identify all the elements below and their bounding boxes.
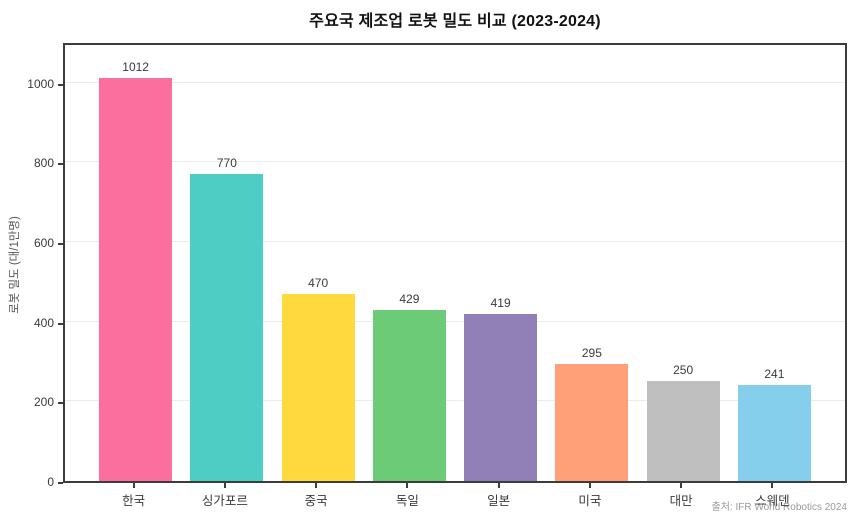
bar-value-label-중국: 470 — [308, 275, 329, 290]
bar-대만 — [646, 381, 720, 481]
x-tick-mark-미국 — [588, 483, 591, 488]
x-tick-mark-중국 — [315, 483, 318, 488]
x-tick-mark-대만 — [680, 483, 683, 488]
y-axis-label: 로봇 밀도 (대/1만명) — [9, 216, 21, 314]
x-tick-mark-한국 — [132, 483, 135, 488]
y-tick-mark-600 — [58, 243, 63, 246]
gridline-y400 — [65, 320, 845, 322]
x-tick-mark-스웨덴 — [771, 483, 774, 488]
y-tick-label-400: 400 — [33, 315, 54, 330]
plot-area: 1012 770 470 429 419 295 250 241 — [63, 43, 847, 483]
bar-중국 — [281, 293, 355, 481]
y-tick-label-0: 0 — [47, 475, 54, 489]
gridline-y600 — [65, 241, 845, 243]
y-tick-mark-200 — [58, 402, 63, 405]
y-tick-label-600: 600 — [33, 236, 54, 251]
y-tick-mark-400 — [58, 322, 63, 325]
bar-일본 — [464, 314, 538, 481]
bar-value-label-대만: 250 — [673, 363, 694, 378]
y-tick-label-1000: 1000 — [27, 76, 54, 91]
y-tick-mark-1000 — [58, 83, 63, 86]
bar-한국 — [99, 78, 173, 481]
y-tick-label-800: 800 — [33, 156, 54, 171]
x-tick-label-싱가포르: 싱가포르 — [201, 494, 248, 508]
gridline-y1000 — [65, 81, 845, 83]
x-tick-label-스웨덴: 스웨덴 — [755, 494, 790, 508]
bar-value-label-스웨덴: 241 — [764, 367, 785, 382]
chart-title: 주요국 제조업 로봇 밀도 비교 (2023-2024) — [309, 13, 601, 30]
x-tick-mark-일본 — [497, 483, 500, 488]
x-tick-mark-싱가포르 — [223, 483, 226, 488]
bar-미국 — [555, 363, 629, 481]
source-note: 출처: IFR World Robotics 2024 — [711, 502, 848, 513]
x-tick-label-한국: 한국 — [122, 494, 146, 508]
bar-value-label-독일: 429 — [399, 292, 420, 307]
x-tick-mark-독일 — [406, 483, 409, 488]
x-tick-label-일본: 일본 — [487, 494, 511, 508]
bar-value-label-미국: 295 — [581, 345, 602, 360]
y-tick-mark-800 — [58, 163, 63, 166]
bar-value-label-일본: 419 — [490, 296, 511, 311]
x-tick-label-독일: 독일 — [395, 494, 419, 508]
bar-싱가포르 — [190, 174, 264, 481]
x-tick-label-중국: 중국 — [304, 494, 328, 508]
bar-value-label-한국: 1012 — [122, 60, 149, 75]
x-tick-label-미국: 미국 — [578, 494, 602, 508]
bar-독일 — [372, 310, 446, 481]
gridline-y800 — [65, 161, 845, 163]
y-tick-mark-0 — [58, 482, 63, 484]
bar-value-label-싱가포르: 770 — [216, 156, 237, 171]
bar-스웨덴 — [737, 385, 811, 481]
y-tick-label-200: 200 — [33, 395, 54, 410]
gridline-y200 — [65, 400, 845, 402]
x-tick-label-대만: 대만 — [669, 494, 693, 508]
